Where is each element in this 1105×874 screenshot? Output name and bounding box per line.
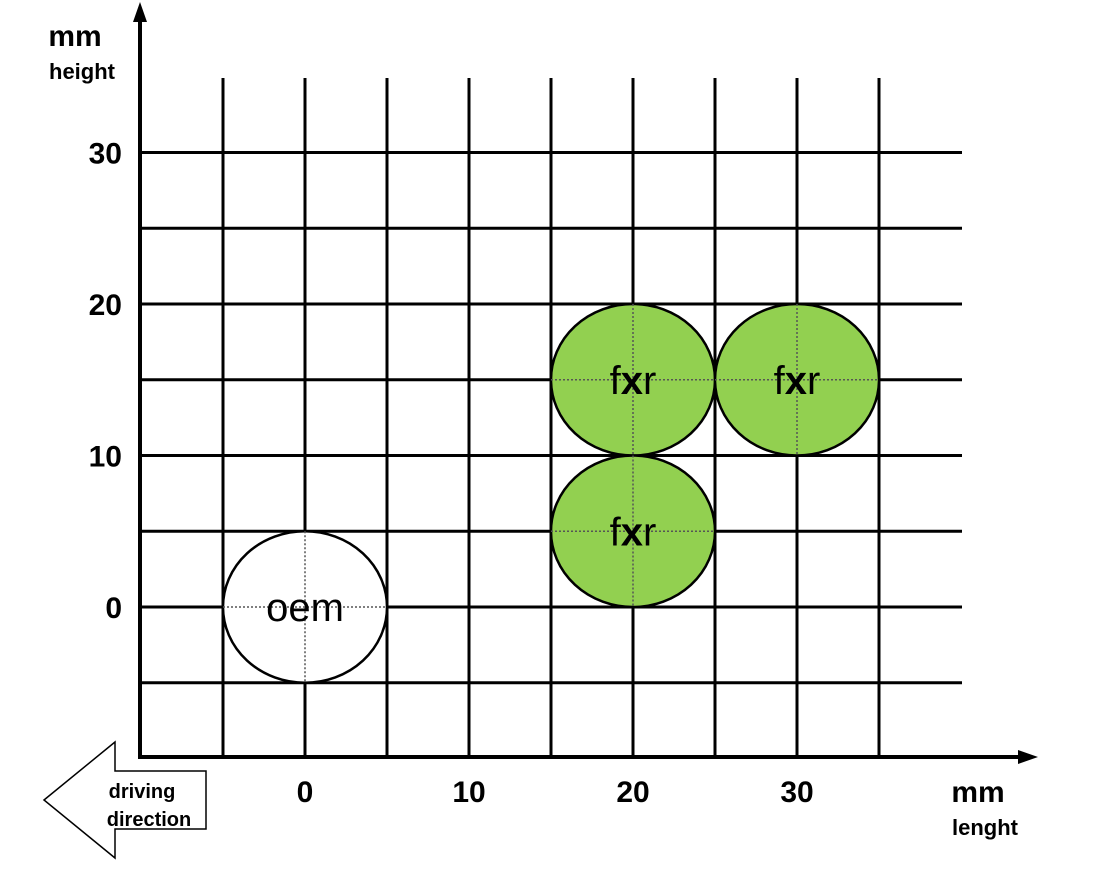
x-tick-label: 30 bbox=[780, 776, 813, 809]
marker-label: fxr bbox=[774, 359, 821, 403]
driving-direction-line-1: driving bbox=[109, 781, 176, 803]
marker-label: fxr bbox=[610, 510, 657, 554]
tick-labels: 0 10 20 30 0 10 20 30 bbox=[89, 138, 814, 810]
x-axis-arrow-icon bbox=[1018, 750, 1038, 764]
axes bbox=[133, 2, 1038, 764]
y-axis-label-unit: mm bbox=[48, 20, 101, 53]
marker-label: fxr bbox=[610, 359, 657, 403]
x-tick-label: 20 bbox=[616, 776, 649, 809]
marker-fxr: fxr bbox=[713, 302, 881, 457]
y-tick-label: 30 bbox=[89, 138, 122, 171]
marker-fxr: fxr bbox=[549, 302, 717, 457]
marker-fxr: fxr bbox=[549, 454, 717, 609]
y-tick-label: 10 bbox=[89, 441, 122, 474]
x-tick-label: 10 bbox=[452, 776, 485, 809]
y-axis-label: height bbox=[49, 59, 116, 84]
marker-oem: oem bbox=[221, 530, 389, 684]
driving-direction-line-2: direction bbox=[107, 809, 191, 831]
y-axis-arrow-icon bbox=[133, 2, 147, 22]
left-arrow-icon bbox=[42, 740, 207, 860]
x-tick-label: 0 bbox=[297, 776, 314, 809]
y-tick-label: 20 bbox=[89, 289, 122, 322]
marker-label: oem bbox=[266, 586, 344, 630]
x-axis-label-unit: mm bbox=[951, 776, 1004, 809]
x-axis-label: lenght bbox=[952, 815, 1019, 840]
y-tick-label: 0 bbox=[105, 592, 122, 625]
markers: oem fxr fxr fxr bbox=[221, 302, 881, 684]
driving-direction-arrow: driving direction bbox=[42, 740, 207, 860]
